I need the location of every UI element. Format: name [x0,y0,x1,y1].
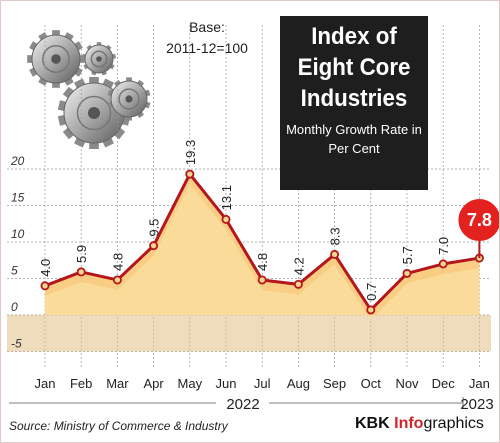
y-tick-label: 20 [10,154,25,168]
value-label: 5.9 [74,245,89,263]
y-tick-label: 5 [11,264,18,278]
value-label: 19.3 [183,140,198,165]
data-point [185,169,195,179]
x-tick-label: Mar [106,376,129,391]
gear-small-right-hub [125,95,133,103]
value-label: 9.5 [147,219,162,237]
chart-subtitle: Monthly Growth Rate in Per Cent [286,122,422,156]
value-label: 0.7 [364,283,379,301]
data-point [330,249,340,259]
x-tick-label: Jan [469,376,490,391]
gear-large [57,77,131,149]
data-point [76,267,86,277]
gear-small-right [107,77,151,121]
negative-band [7,315,491,352]
data-point [112,275,122,285]
value-labels: 4.0 5.9 4.8 9.5 19.3 13.1 4.8 4.2 8.3 0.7 5.7 7.0 7.… [38,140,499,301]
base-note-line2: 2011-12=100 [166,40,248,56]
data-point [149,241,159,251]
data-point [402,268,412,278]
line-layer [40,169,484,315]
data-point [40,281,50,291]
value-label: 4.8 [255,253,270,271]
gear-small-left-ring [42,45,70,73]
credit-brand: KBK [355,415,390,432]
gear-tiny-ring [90,50,108,68]
gears-icon [27,30,151,149]
year-label-2023: 2023 [460,396,493,413]
highlight-badge [458,199,499,242]
base-note-line1: Base: [189,19,225,35]
highlight-value-label: 7.8 [467,210,492,230]
x-tick-label: Feb [70,376,92,391]
value-label: 4.2 [291,257,306,275]
x-tick-label: Nov [395,376,419,391]
x-tick-label: Apr [143,376,164,391]
value-label: 13.1 [219,185,234,210]
credit-graphics: graphics [423,415,484,432]
area-shadow [45,184,480,320]
chart-title: Index of Eight Core Industries [297,23,411,112]
title-box: Index of Eight Core Industries Monthly G… [280,16,428,190]
data-point [293,279,303,289]
gear-tiny-hub [96,56,102,62]
y-tick-label: 10 [11,227,25,241]
gear-small-left [27,30,85,88]
x-tick-label: Jan [35,376,56,391]
x-tick-label: Sep [323,376,346,391]
x-tick-label: May [178,376,203,391]
y-tick-label: 0 [11,300,18,314]
value-label: 4.8 [110,253,125,271]
x-tick-label: Dec [432,376,456,391]
x-tick-label: Jun [216,376,237,391]
value-label: 4.0 [38,259,53,277]
credit: KBK Infographics [355,415,484,433]
x-axis: Jan Feb Mar Apr May Jun Jul Aug Sep Oct Nov Dec Jan 2… [9,376,494,413]
value-label: 7.0 [436,237,451,255]
y-tick-label: 15 [11,191,25,205]
gear-large-ring [76,95,112,131]
source-note: Source: Ministry of Commerce & Industry [9,419,228,433]
data-point [221,214,231,224]
gear-tiny [82,42,116,76]
year-label-2022: 2022 [226,396,259,413]
base-note: Base: 2011-12=100 [151,17,263,59]
data-point [257,275,267,285]
x-tick-label: Oct [361,376,382,391]
gear-large-hub [88,107,100,119]
y-axis: -5 0 5 10 15 20 [10,154,25,351]
x-tick-label: Jul [254,376,271,391]
gear-small-right-ring [118,88,140,110]
data-point [366,305,376,315]
y-tick-label: -5 [11,337,22,351]
x-tick-label: Aug [287,376,310,391]
credit-info: Info [394,415,424,432]
data-point [438,259,448,269]
gear-small-left-hub [51,54,61,64]
area-layer [7,174,491,352]
value-label: 5.7 [400,246,415,264]
value-label: 8.3 [328,227,343,245]
